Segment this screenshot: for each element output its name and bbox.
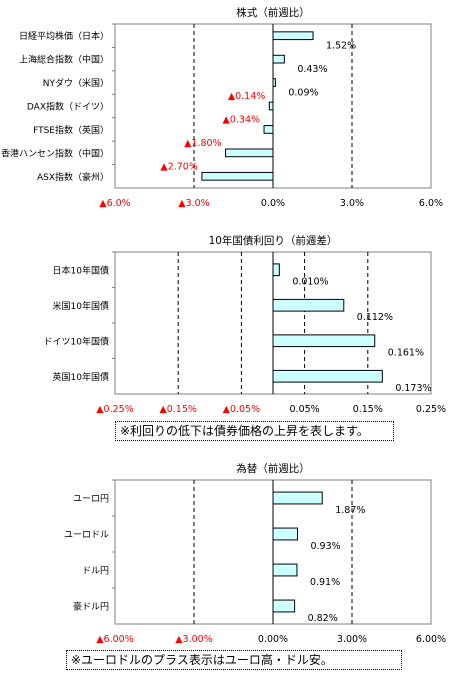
stock-chart: 株式（前週比） ▲6.0% ▲3.0% 0.0% 3.0% 6.0% 日経平均株価（日本） 1… — [0, 0, 463, 218]
category-label: 日本10年国債 — [53, 264, 109, 276]
data-label: 0.112% — [357, 312, 393, 323]
category-label: FTSE指数（英国） — [33, 124, 109, 136]
x-tick-label: ▲3.0% — [178, 198, 209, 209]
fx-chart: 為替（前週比） ▲6.00% ▲3.00% 0.00% 3.00% 6.00% ユーロ円 1.… — [0, 460, 463, 650]
chart-svg: 株式（前週比） ▲6.0% ▲3.0% 0.0% 3.0% 6.0% 日経平均株価（日本） 1… — [1, 6, 443, 209]
x-tick-label: ▲3.00% — [175, 634, 213, 645]
bond-yield-chart: 10年国債利回り（前週差） ▲0.25% ▲0.15% ▲0.05% 0.05% 0.15… — [0, 232, 463, 420]
bar — [272, 263, 280, 277]
x-tick-label: ▲0.05% — [223, 404, 261, 415]
bar — [272, 527, 298, 541]
x-tick-label: ▲6.00% — [96, 634, 134, 645]
x-tick-label: 6.0% — [419, 198, 443, 209]
x-tick-label: 3.0% — [340, 198, 364, 209]
data-label: ▲2.70% — [160, 161, 198, 172]
category-label: NYダウ（米国） — [43, 77, 109, 89]
bar — [272, 298, 345, 312]
data-label: ▲0.14% — [228, 91, 266, 102]
chart-svg: 10年国債利回り（前週差） ▲0.25% ▲0.15% ▲0.05% 0.05% 0.15… — [44, 234, 447, 415]
data-label: 0.93% — [310, 541, 340, 552]
x-tick-label: 3.00% — [337, 634, 367, 645]
data-label: 0.161% — [388, 348, 424, 359]
x-tick-label: 0.15% — [353, 404, 383, 415]
data-label: 1.52% — [326, 41, 356, 52]
bar — [225, 148, 274, 158]
bar — [272, 334, 376, 348]
category-label: 日経平均株価（日本） — [19, 30, 109, 42]
chart-svg: 為替（前週比） ▲6.00% ▲3.00% 0.00% 3.00% 6.00% ユーロ円 1.… — [64, 462, 446, 645]
data-label: 0.173% — [395, 383, 431, 394]
category-label: 香港ハンセン指数（中国） — [1, 147, 109, 159]
bar — [268, 101, 274, 111]
bar — [272, 54, 285, 64]
category-label: 上海総合指数（中国） — [19, 54, 109, 66]
x-tick-label: ▲0.25% — [96, 404, 134, 415]
x-tick-label: 0.05% — [290, 404, 320, 415]
category-label: 米国10年国債 — [53, 300, 109, 312]
category-label: ユーロドル — [64, 531, 109, 541]
category-label: 豪ドル円 — [73, 601, 109, 613]
x-tick-label: 0.0% — [261, 198, 285, 209]
category-label: ドル円 — [82, 566, 109, 577]
bar — [272, 563, 298, 577]
data-label: ▲0.34% — [223, 115, 261, 126]
bar — [201, 171, 274, 181]
x-tick-label: 0.00% — [258, 634, 288, 645]
data-label: 0.82% — [308, 613, 338, 624]
x-tick-label: 0.25% — [416, 404, 446, 415]
data-label: 0.43% — [297, 64, 327, 75]
bond-yield-note: ※利回りの低下は債券価格の上昇を表します。 — [115, 421, 394, 441]
category-label: ドイツ10年国債 — [44, 335, 109, 347]
bar — [263, 125, 274, 134]
bar — [272, 31, 314, 41]
chart-title: 為替（前週比） — [236, 462, 310, 475]
bar — [272, 491, 323, 505]
data-label: ▲1.80% — [184, 138, 222, 149]
fx-note: ※ユーロドルのプラス表示はユーロ高・ドル安。 — [66, 650, 402, 670]
data-label: 0.010% — [292, 277, 328, 288]
data-label: 0.91% — [310, 577, 340, 588]
bar — [272, 599, 296, 613]
category-label: 英国10年国債 — [53, 371, 109, 383]
x-tick-label: ▲6.0% — [99, 198, 130, 209]
data-label: 1.87% — [335, 505, 365, 516]
category-label: ユーロ円 — [73, 494, 109, 505]
bar — [272, 369, 383, 383]
chart-title: 株式（前週比） — [236, 6, 310, 19]
category-label: ASX指数（豪州） — [37, 171, 109, 183]
data-label: 0.09% — [288, 87, 318, 98]
x-tick-label: 6.00% — [416, 634, 446, 645]
category-label: DAX指数（ドイツ） — [27, 101, 109, 113]
chart-title: 10年国債利回り（前週差） — [209, 234, 338, 247]
x-tick-label: ▲0.15% — [159, 404, 197, 415]
bar — [272, 78, 276, 87]
